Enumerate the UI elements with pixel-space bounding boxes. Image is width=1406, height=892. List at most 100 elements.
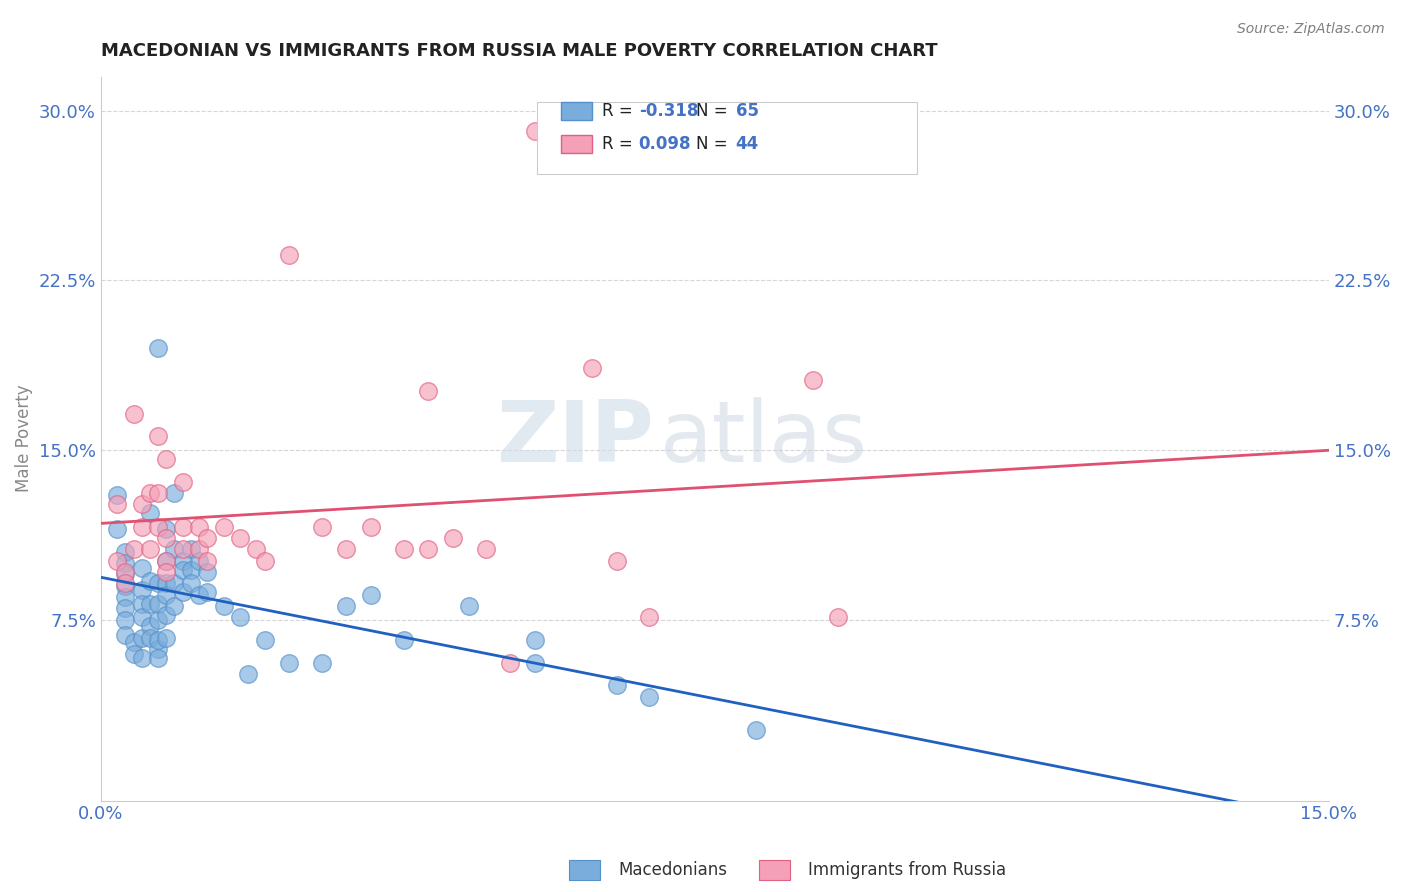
Point <box>523 632 546 647</box>
Point <box>131 651 153 665</box>
Point <box>114 576 136 591</box>
Point <box>155 588 177 602</box>
Point <box>155 565 177 579</box>
Point <box>114 545 136 559</box>
Point <box>146 642 169 657</box>
Text: ZIP: ZIP <box>496 397 654 480</box>
Point <box>122 542 145 557</box>
Point <box>172 585 194 599</box>
Point <box>638 610 661 624</box>
Point <box>163 576 186 591</box>
Point <box>606 678 628 692</box>
Point <box>229 610 252 624</box>
Point <box>146 341 169 355</box>
Point <box>131 583 153 598</box>
Point <box>195 531 218 545</box>
Point <box>155 576 177 591</box>
Point <box>139 597 162 611</box>
Point <box>392 542 415 557</box>
Point <box>229 531 252 545</box>
Point <box>245 542 267 557</box>
Point <box>253 554 276 568</box>
Point <box>195 565 218 579</box>
Text: -0.318: -0.318 <box>638 103 697 120</box>
Point <box>441 531 464 545</box>
Point <box>172 520 194 534</box>
Y-axis label: Male Poverty: Male Poverty <box>15 384 32 492</box>
Point <box>114 556 136 570</box>
Point <box>105 522 128 536</box>
Point <box>801 373 824 387</box>
Point <box>581 361 603 376</box>
Point <box>474 542 496 557</box>
Point <box>155 522 177 536</box>
Text: 44: 44 <box>735 135 759 153</box>
Point <box>131 597 153 611</box>
Point <box>105 497 128 511</box>
Point <box>146 486 169 500</box>
Point <box>114 613 136 627</box>
Text: N =: N = <box>696 103 734 120</box>
Point <box>392 632 415 647</box>
Point <box>131 520 153 534</box>
Text: R =: R = <box>602 103 638 120</box>
FancyBboxPatch shape <box>561 102 592 120</box>
Point <box>827 610 849 624</box>
Point <box>188 554 211 568</box>
Point <box>105 488 128 502</box>
Point <box>155 452 177 467</box>
Point <box>105 554 128 568</box>
FancyBboxPatch shape <box>537 102 917 174</box>
Point <box>155 554 177 568</box>
Point <box>311 520 333 534</box>
Point <box>180 576 202 591</box>
Point <box>155 631 177 645</box>
Point <box>146 651 169 665</box>
Point <box>523 656 546 670</box>
Point <box>122 647 145 661</box>
Text: Macedonians: Macedonians <box>619 861 728 879</box>
Point <box>172 542 194 557</box>
Point <box>131 497 153 511</box>
Point <box>335 599 357 613</box>
Point <box>180 542 202 557</box>
Point <box>172 554 194 568</box>
Point <box>188 588 211 602</box>
Point <box>360 588 382 602</box>
FancyBboxPatch shape <box>561 135 592 153</box>
Text: atlas: atlas <box>659 397 868 480</box>
Point <box>638 690 661 704</box>
Point <box>188 542 211 557</box>
Point <box>360 520 382 534</box>
Point <box>114 628 136 642</box>
Text: 0.098: 0.098 <box>638 135 692 153</box>
Point <box>418 542 440 557</box>
Point <box>114 590 136 604</box>
Point <box>253 632 276 647</box>
Point <box>146 632 169 647</box>
Point <box>172 563 194 577</box>
Text: N =: N = <box>696 135 734 153</box>
Point <box>180 563 202 577</box>
Point <box>131 560 153 574</box>
Point <box>278 656 301 670</box>
Text: MACEDONIAN VS IMMIGRANTS FROM RUSSIA MALE POVERTY CORRELATION CHART: MACEDONIAN VS IMMIGRANTS FROM RUSSIA MAL… <box>101 42 938 60</box>
Point <box>114 579 136 593</box>
Point <box>418 384 440 398</box>
Text: Source: ZipAtlas.com: Source: ZipAtlas.com <box>1237 22 1385 37</box>
Point <box>155 608 177 623</box>
Point <box>114 567 136 582</box>
Point <box>163 599 186 613</box>
Point <box>155 531 177 545</box>
Point <box>172 475 194 489</box>
Point <box>458 599 481 613</box>
Text: R =: R = <box>602 135 638 153</box>
Point <box>163 542 186 557</box>
Point <box>122 635 145 649</box>
Point <box>212 520 235 534</box>
Point <box>146 597 169 611</box>
Point <box>146 576 169 591</box>
Point <box>146 520 169 534</box>
Point <box>236 667 259 681</box>
Point <box>195 554 218 568</box>
